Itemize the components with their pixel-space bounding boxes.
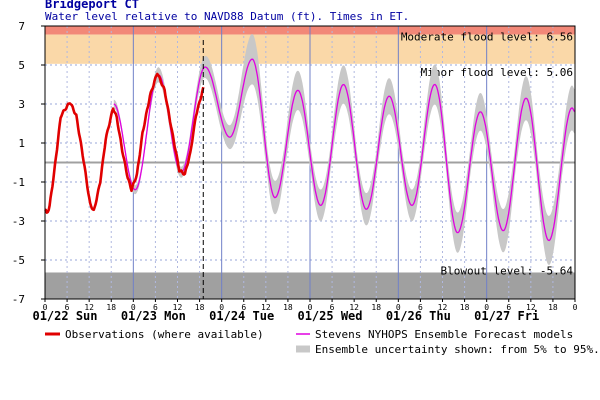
y-tick-label: 1 <box>18 137 25 150</box>
x-tick-label: 18 <box>195 303 205 312</box>
x-tick-label: 12 <box>526 303 536 312</box>
x-tick-label: 0 <box>308 303 313 312</box>
x-tick-label: 12 <box>349 303 359 312</box>
x-tick-label: 12 <box>438 303 448 312</box>
moderate-flood-label: Moderate flood level: 6.56 <box>401 31 573 44</box>
chart-subtitle: Water level relative to NAVD88 Datum (ft… <box>45 10 409 23</box>
x-tick-label: 6 <box>241 303 246 312</box>
x-tick-label: 6 <box>330 303 335 312</box>
x-tick-label: 6 <box>153 303 158 312</box>
day-label: 01/23 Mon <box>121 309 186 323</box>
y-tick-label: 3 <box>18 98 25 111</box>
plot-area: Moderate flood level: 6.56 Minor flood le… <box>12 20 578 323</box>
day-label: 01/25 Wed <box>297 309 362 323</box>
legend: Observations (where available) Stevens NY… <box>45 328 600 356</box>
day-label: 01/27 Fri <box>474 309 539 323</box>
x-tick-label: 18 <box>460 303 470 312</box>
x-tick-label: 18 <box>548 303 558 312</box>
day-label: 01/26 Thu <box>386 309 451 323</box>
x-tick-label: 18 <box>283 303 293 312</box>
y-tick-label: 7 <box>18 20 25 33</box>
x-tick-label: 12 <box>173 303 183 312</box>
x-tick-label: 0 <box>43 303 48 312</box>
legend-label: Ensemble uncertainty shown: from 5% to 9… <box>315 343 600 356</box>
x-tick-label: 0 <box>484 303 489 312</box>
x-tick-label: 0 <box>219 303 224 312</box>
y-tick-label: -5 <box>12 254 25 267</box>
x-tick-label: 18 <box>371 303 381 312</box>
day-label: 01/24 Tue <box>209 309 274 323</box>
y-tick-label: -7 <box>12 293 25 306</box>
x-tick-label: 0 <box>131 303 136 312</box>
day-label: 01/22 Sun <box>32 309 97 323</box>
uncertainty-band <box>113 34 575 265</box>
observation-line <box>44 72 205 214</box>
y-tick-label: -3 <box>12 215 25 228</box>
x-tick-label: 12 <box>84 303 94 312</box>
x-tick-label: 12 <box>261 303 271 312</box>
x-tick-label: 6 <box>418 303 423 312</box>
legend-label: Stevens NYHOPS Ensemble Forecast models <box>315 328 573 341</box>
x-tick-label: 0 <box>396 303 401 312</box>
chart-title: Bridgeport CT <box>45 0 139 11</box>
x-tick-label: 6 <box>506 303 511 312</box>
x-tick-label: 6 <box>65 303 70 312</box>
x-tick-label: 18 <box>106 303 116 312</box>
y-tick-label: -1 <box>12 176 25 189</box>
y-tick-label: 5 <box>18 59 25 72</box>
minor-flood-label: Minor flood level: 5.06 <box>421 66 573 79</box>
forecast-line <box>113 58 576 242</box>
legend-label: Observations (where available) <box>65 328 264 341</box>
x-tick-label: 0 <box>573 303 578 312</box>
blowout-label: Blowout level: -5.64 <box>441 264 574 277</box>
